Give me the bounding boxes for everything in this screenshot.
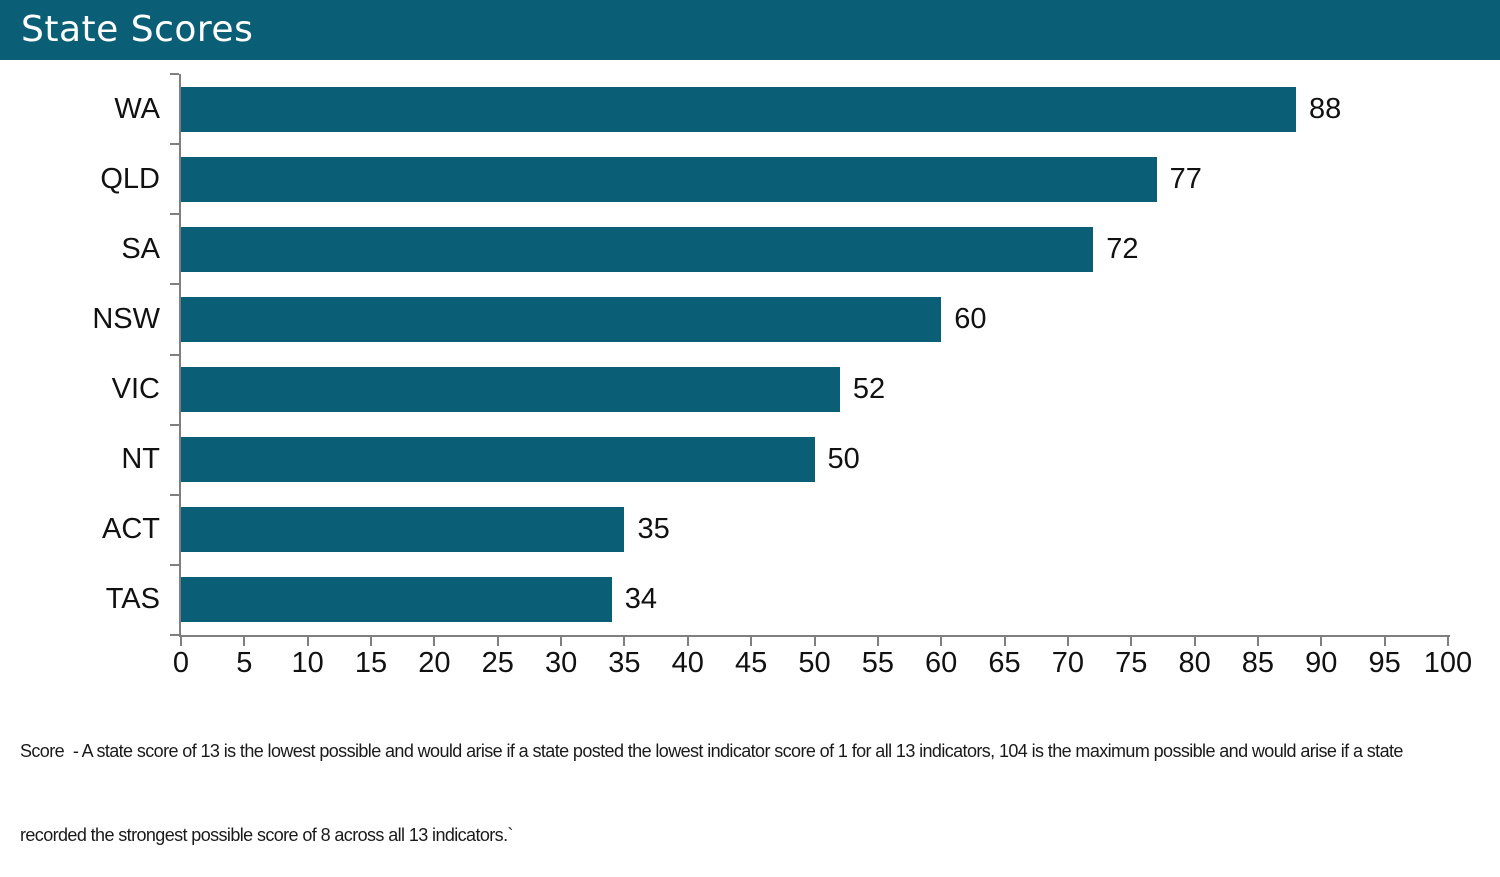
category-label: WA xyxy=(114,92,160,125)
bar-row: 88 xyxy=(181,74,1448,144)
value-label: 50 xyxy=(827,443,860,476)
value-label: 77 xyxy=(1169,162,1202,195)
y-tick xyxy=(170,283,179,286)
chart-title-bar: State Scores xyxy=(0,0,1500,60)
x-tick xyxy=(180,637,182,646)
category-label: NT xyxy=(121,443,160,476)
x-axis-line xyxy=(179,635,1450,637)
x-tick xyxy=(686,637,689,646)
x-tick xyxy=(496,637,499,646)
x-tick-label: 5 xyxy=(236,647,253,679)
x-tick xyxy=(1256,637,1259,646)
value-label: 35 xyxy=(637,513,670,546)
x-tick xyxy=(876,637,879,646)
value-label: 60 xyxy=(954,302,987,335)
value-label: 88 xyxy=(1308,92,1342,125)
x-tick xyxy=(940,637,943,646)
x-tick xyxy=(623,637,626,646)
category-label: NSW xyxy=(92,302,160,335)
bar-qld xyxy=(181,156,1157,202)
value-label: 34 xyxy=(624,583,658,616)
x-tick-label: 75 xyxy=(1115,647,1148,679)
footnote-line-2: recorded the strongest possible score of… xyxy=(20,825,513,845)
x-tick-label: 90 xyxy=(1305,647,1338,679)
bar-row: 60 xyxy=(181,284,1448,354)
x-tick xyxy=(306,637,309,646)
x-tick xyxy=(370,637,373,646)
category-label: ACT xyxy=(102,513,160,546)
x-tick xyxy=(750,637,753,646)
category-label: VIC xyxy=(111,373,160,406)
footnote-line-1: Score - A state score of 13 is the lowes… xyxy=(20,741,1403,761)
y-tick xyxy=(170,493,179,496)
bar-vic xyxy=(181,367,840,413)
bar-tas xyxy=(181,577,612,623)
x-tick-label: 95 xyxy=(1368,647,1401,679)
x-tick-label: 65 xyxy=(988,647,1021,679)
x-tick xyxy=(433,637,436,646)
category-label: TAS xyxy=(105,583,160,616)
bar-row: 52 xyxy=(181,355,1448,425)
x-tick xyxy=(813,637,816,646)
y-tick xyxy=(170,143,179,146)
bar-nt xyxy=(181,437,815,483)
x-tick xyxy=(1447,637,1449,646)
bar-wa xyxy=(181,86,1296,132)
x-axis-ticks: 0 5 10 15 20 25 30 35 40 45 50 55 60 65 70 75 80 85 90 95 10… xyxy=(173,635,1472,680)
x-tick xyxy=(560,637,563,646)
y-axis-ticks xyxy=(170,73,179,636)
y-tick xyxy=(170,423,179,426)
x-tick xyxy=(1003,637,1006,646)
bar-row: 34 xyxy=(181,565,1448,635)
value-label: 52 xyxy=(852,373,886,406)
x-tick-label: 70 xyxy=(1051,647,1085,679)
y-tick xyxy=(170,353,179,356)
x-tick-label: 45 xyxy=(735,647,768,679)
x-tick-label: 15 xyxy=(354,647,388,679)
value-label: 72 xyxy=(1106,232,1139,265)
bar-nsw xyxy=(181,296,942,342)
bar-row: 35 xyxy=(181,495,1448,565)
y-tick xyxy=(170,213,179,216)
x-tick-label: 50 xyxy=(798,647,831,679)
x-tick xyxy=(243,637,246,646)
x-tick-label: 30 xyxy=(544,647,578,679)
y-axis-line xyxy=(179,74,181,637)
x-tick xyxy=(1320,637,1323,646)
category-label: QLD xyxy=(100,162,160,195)
x-tick-label: 10 xyxy=(291,647,324,679)
page-title: State Scores xyxy=(21,9,254,50)
bar-row: 77 xyxy=(181,144,1448,214)
x-tick xyxy=(1383,637,1386,646)
y-tick xyxy=(170,73,179,75)
x-tick-label: 100 xyxy=(1423,647,1473,679)
y-tick xyxy=(170,563,179,566)
bar-act xyxy=(181,507,625,553)
x-tick xyxy=(1130,637,1133,646)
bar-sa xyxy=(181,226,1094,272)
x-tick-label: 85 xyxy=(1241,647,1275,679)
x-tick-label: 0 xyxy=(172,647,190,679)
bar-row: 50 xyxy=(181,425,1448,495)
x-tick xyxy=(1193,637,1196,646)
x-tick xyxy=(1066,637,1069,646)
x-tick-label: 35 xyxy=(608,647,641,679)
plot-rows: 88 77 72 60 52 50 35 34 xyxy=(181,74,1448,635)
x-tick-label: 55 xyxy=(861,647,894,679)
y-axis-labels: WA QLD SA NSW VIC NT ACT TAS xyxy=(0,74,160,635)
x-tick-label: 20 xyxy=(418,647,451,679)
footnote: Score - A state score of 13 is the lowes… xyxy=(20,681,1490,877)
x-tick-label: 25 xyxy=(481,647,514,679)
bar-row: 72 xyxy=(181,214,1448,284)
x-tick-label: 40 xyxy=(671,647,704,679)
category-label: SA xyxy=(121,232,160,265)
y-tick xyxy=(170,634,179,636)
x-tick-label: 60 xyxy=(925,647,958,679)
x-tick-label: 80 xyxy=(1178,647,1211,679)
